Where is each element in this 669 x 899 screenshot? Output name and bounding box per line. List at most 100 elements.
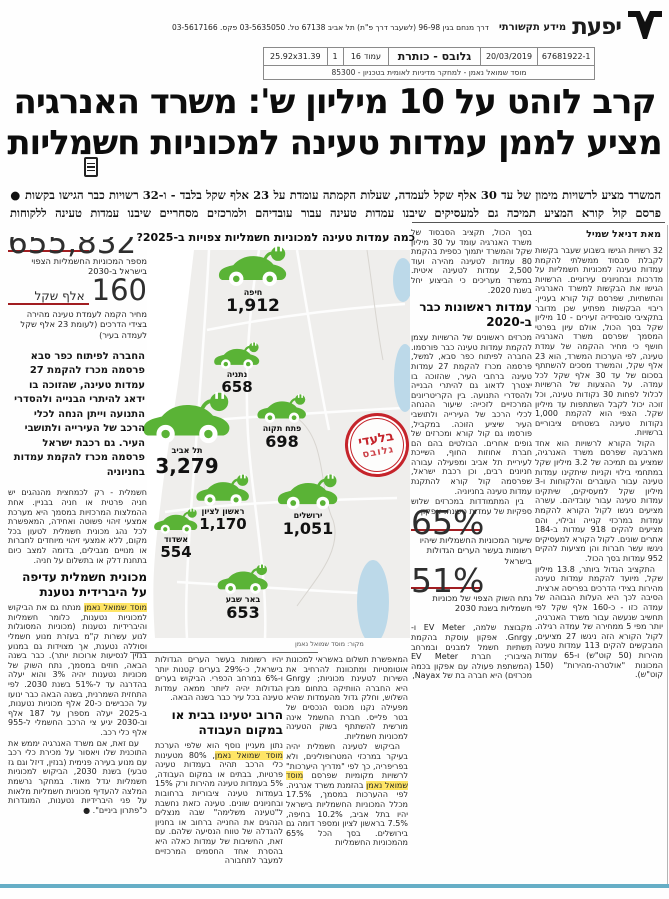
- paragraph-text: הביקוש לטעינה חשמלית יהיה בעיקר במרכזי ה…: [286, 742, 408, 781]
- list-icon: [84, 157, 98, 177]
- headline-line2: מציע לממן עמדות טעינה למכוניות חשמליות: [7, 123, 662, 164]
- city-marker-petah-tikva: פתח תקוה 698: [243, 394, 321, 451]
- pull-quote: החברה לפיתוח כפר סבא פרסמה מכרז להקמת 27…: [13, 350, 145, 478]
- section-subhead: הרוב יטעינו בבית או במקום העבודה: [171, 707, 283, 737]
- city-value: 653: [226, 602, 260, 622]
- page-number: 16: [350, 52, 361, 61]
- city-name: אשדוד: [163, 535, 189, 544]
- city-value: 1,912: [226, 295, 280, 316]
- paragraph: מכרזים ראשונים של הרשויות עצמן להקמת עמד…: [411, 333, 532, 496]
- stat-caption: מספר המכוניות החשמליות הצפוי בישראל ב-20…: [31, 255, 147, 276]
- stat-value: 655,832: [8, 237, 137, 261]
- paragraph: המאפשרת תשלום באשראי למכונות אוטומטיות ו…: [286, 655, 408, 741]
- stat-underline: [411, 586, 482, 589]
- stat-caption: נתח השוק הצפוי של מכוניות חשמליות בשנת 2…: [432, 592, 532, 614]
- page-label: עמוד: [364, 52, 381, 61]
- subscriber-line: מוסד שמואל נאמן - למחקר מדיניות לאומית ב…: [263, 66, 595, 80]
- section-subhead: עמדות ראשונות כבר ב-2020: [419, 300, 532, 330]
- electric-car-icon: [141, 392, 233, 447]
- stat-caption: שיעור המכוניות החשמליות שיהיו רשומות בעש…: [419, 535, 532, 566]
- city-marker-rishon-lezion: ראשון לציון 1,170: [181, 474, 265, 533]
- agency-logo-title: יפעת: [572, 14, 622, 40]
- infographic-title: כמה עמדות טעינה למכוניות חשמליות צפויות …: [136, 231, 415, 244]
- stat-underline: [411, 529, 482, 532]
- stat-total-cars: 655,832 מספר המכוניות החשמליות הצפוי ביש…: [8, 237, 147, 276]
- city-name: באר שבע: [225, 595, 261, 604]
- paragraph-text: נתון מעניין נוסף הוא שלפי הערכת: [155, 740, 283, 750]
- city-marker-ashdod: אשדוד 554: [143, 508, 209, 561]
- clip-dimensions: 25.92x31.39: [264, 48, 328, 65]
- city-marker-beer-sheva: באר שבע 653: [201, 564, 285, 622]
- stat-caption: מחיר הקמה לעמדת טעינה מהירה בצידי הדרכים…: [20, 308, 147, 340]
- article-column-4: יהיו רשומות בעשר הערים הגדולות בישראל, כ…: [155, 655, 283, 883]
- paragraph-text: מנתח גם את הביקוש למכוניות נטענות, כלומר…: [8, 603, 147, 737]
- clip-date: 20/03/2019: [481, 48, 539, 65]
- yifat-logo-flag-icon: [627, 10, 663, 44]
- paragraph: הקול הקורא לרשויות הוא אחד מארבעה שפרסם …: [535, 438, 663, 563]
- stat-value: 65%: [411, 503, 485, 543]
- stat-65-percent: 65% שיעור המכוניות החשמליות שיהיו רשומות…: [411, 503, 532, 566]
- article-column-1: 32 רשויות הגישו בשבוע שעבר בקשות לקבלת ס…: [535, 246, 663, 762]
- city-value: 658: [221, 377, 253, 396]
- publication-name: גלובס - כותרת: [389, 48, 481, 65]
- electric-car-icon: [256, 394, 308, 425]
- columns-top-rule: [412, 222, 665, 223]
- city-value: 1,051: [282, 518, 334, 538]
- paragraph-text: , 80% מטעינות כלי הרכב תהיה בעמדות טעינה…: [155, 750, 283, 866]
- clip-page: עמוד 16: [344, 48, 390, 65]
- city-name: חיפה: [243, 288, 263, 297]
- paragraph: 32 רשויות הגישו בשבוע שעבר בקשות לקבלת ס…: [535, 246, 663, 438]
- city-value: 554: [160, 542, 192, 561]
- clip-copies: 1: [328, 48, 344, 65]
- israel-map: חיפה 1,912 נתניה 658 פתח תקוה 698 תל אבי…: [147, 250, 415, 638]
- infographic-source: מקור: מוסד שמואל נאמן: [295, 640, 364, 648]
- article-column-3: המאפשרת תשלום באשראי למכונות אוטומטיות ו…: [286, 655, 408, 883]
- byline: מאת דניאל שמיל: [586, 229, 661, 240]
- electric-car-icon: [276, 474, 340, 512]
- city-marker-tel-aviv: תל אביב 3,279: [137, 392, 237, 477]
- city-value: 1,170: [199, 514, 247, 533]
- city-value: 3,279: [155, 453, 219, 478]
- headline-line1: קרב לוהט על 10 מיליון ש': משרד האנרגיה: [13, 82, 656, 122]
- paragraph: התקציב הגדול ביותר, 13.8 מיליון שקל, מיו…: [535, 564, 663, 680]
- main-headline: קרב לוהט על 10 מיליון ש': משרד האנרגיה מ…: [4, 82, 665, 165]
- city-name: ראשון לציון: [201, 507, 245, 516]
- city-marker-haifa: חיפה 1,912: [205, 246, 301, 316]
- infographic-bottom-rule: [130, 652, 318, 653]
- stat-51-percent: 51% נתח השוק הצפוי של מכוניות חשמליות בש…: [411, 565, 532, 614]
- highlighted-text: מוסד שמואל נאמן: [214, 750, 283, 760]
- city-name: נתניה: [226, 370, 248, 379]
- paragraph: חשמלית - רק לכמחצית מהנהגים יש חניה פרטי…: [8, 488, 147, 565]
- stat-value: 160: [91, 273, 147, 308]
- highlighted-text: מוסד שמואל נאמן: [84, 603, 147, 613]
- article-column-5: 655,832 מספר המכוניות החשמליות הצפוי ביש…: [8, 237, 147, 885]
- stat-underline: [8, 249, 89, 252]
- city-name: תל אביב: [171, 446, 203, 455]
- paragraph: עם זאת, אם משרד האנרגיה יממש את התוכנית …: [8, 738, 147, 815]
- page-edge-line: [667, 225, 668, 887]
- section-subhead: מכונית חשמלית עדיפה על היברידית נטענת: [22, 570, 147, 600]
- map-background: [147, 250, 410, 638]
- masthead: יפעת מידע תקשורתי דרך מנחם בגין 96-98 (ל…: [40, 10, 663, 44]
- city-marker-jerusalem: ירושלים 1,051: [265, 474, 351, 538]
- electric-car-icon: [213, 342, 261, 371]
- article-column-2: בסך הכול, תקציב הסבסוד של משרד האנרגיה ע…: [411, 228, 532, 762]
- electric-car-icon: [195, 474, 251, 508]
- city-name: ירושלים: [293, 511, 323, 520]
- paragraph: יהיו רשומות בעשר הערים הגדולות בישראל, כ…: [155, 655, 283, 703]
- subheadline: המשרד מציע לרשויות מימון של עד 30 אלף שק…: [10, 188, 661, 220]
- city-marker-netanya: נתניה 658: [199, 342, 275, 396]
- paragraph: מוסד שמואל נאמן מנתח גם את הביקוש למכוני…: [8, 603, 147, 737]
- bottom-scan-bar: [0, 884, 669, 888]
- city-value: 698: [265, 431, 299, 451]
- stat-station-cost: 160 אלף שקל מחיר הקמה לעמדת טעינה מהירה …: [8, 273, 147, 340]
- electric-car-icon: [216, 564, 270, 596]
- stat-unit: אלף שקל: [34, 289, 85, 304]
- agency-address: דרך מנחם בגין 96-98 (לשעבר דרך פ"ת) תל א…: [171, 22, 489, 32]
- agency-logo-subtitle: מידע תקשורתי: [498, 21, 567, 33]
- city-name: פתח תקוה: [262, 424, 302, 433]
- paragraph-text: בהזמנת משרד אנרגיה. לפי ההערכות במסמך, 1…: [286, 780, 408, 848]
- paragraph: מקבוצת שלמה, EV Meter ו-Gnrgy. אפקון עוס…: [411, 623, 532, 681]
- paragraph: בסך הכול, תקציב הסבסוד של משרד האנרגיה ע…: [411, 228, 532, 295]
